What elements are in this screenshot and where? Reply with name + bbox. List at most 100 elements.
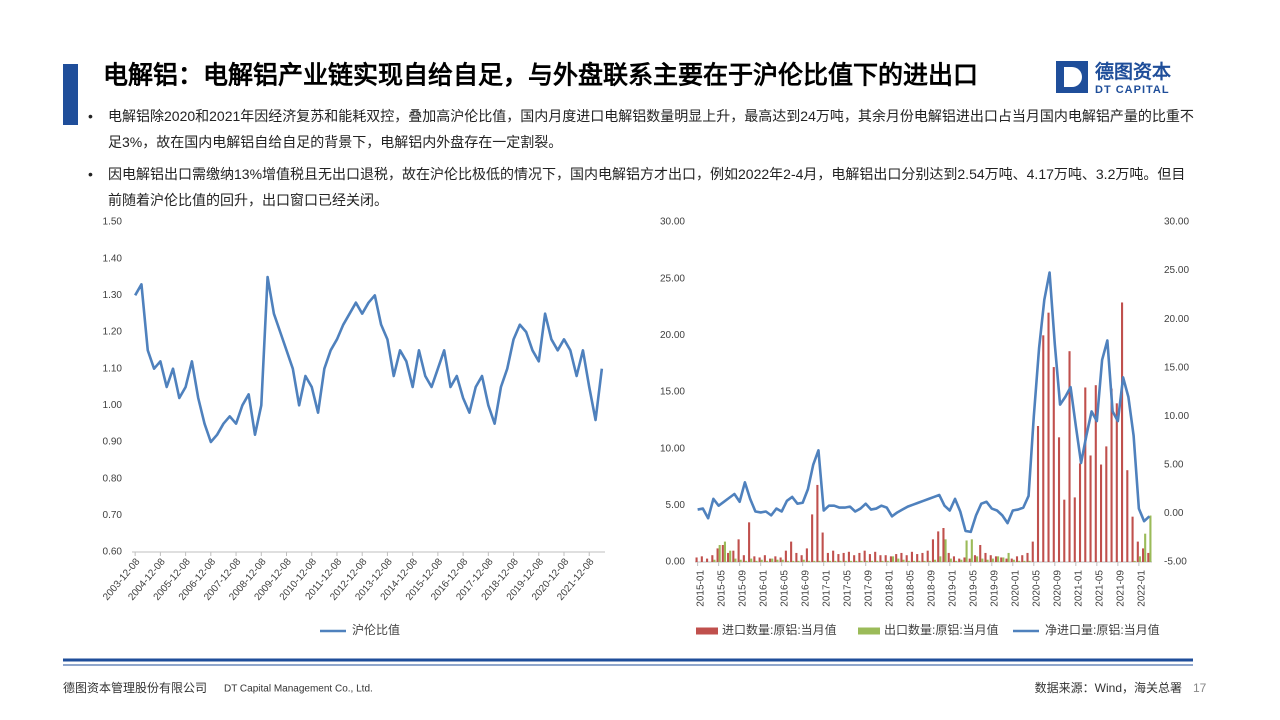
bar bbox=[963, 557, 966, 562]
bar bbox=[742, 555, 745, 562]
bar bbox=[923, 560, 926, 562]
x-tick-label: 2022-01 bbox=[1137, 570, 1148, 607]
bar bbox=[706, 558, 709, 562]
bar bbox=[960, 559, 963, 562]
bar bbox=[844, 560, 847, 562]
bar bbox=[855, 560, 858, 562]
bar bbox=[823, 560, 826, 562]
y2-tick-label: 5.00 bbox=[1164, 459, 1184, 470]
y-tick-label: 1.50 bbox=[103, 217, 123, 228]
bar bbox=[811, 514, 814, 562]
x-tick-label: 2017-01 bbox=[821, 570, 832, 607]
bar bbox=[744, 560, 748, 562]
bar bbox=[884, 555, 887, 562]
bar bbox=[737, 539, 740, 562]
y2-tick-label: 0.00 bbox=[1164, 508, 1184, 519]
bar bbox=[1094, 385, 1097, 562]
bar bbox=[1047, 312, 1050, 562]
y-tick-label: 1.00 bbox=[103, 400, 123, 411]
bar bbox=[786, 560, 790, 562]
bar bbox=[1007, 552, 1010, 562]
legend-swatch bbox=[696, 627, 718, 635]
bar bbox=[905, 555, 908, 562]
bar bbox=[837, 554, 840, 562]
y-tick-label: 0.90 bbox=[103, 437, 123, 448]
bar bbox=[886, 560, 889, 562]
x-tick-label: 2015-01 bbox=[695, 570, 706, 607]
bar bbox=[1084, 387, 1087, 562]
bar bbox=[1012, 559, 1015, 562]
bar bbox=[976, 556, 979, 562]
bar bbox=[879, 555, 882, 562]
bar bbox=[758, 557, 761, 562]
bar bbox=[849, 560, 853, 562]
bar bbox=[727, 552, 730, 562]
bar bbox=[816, 484, 819, 562]
bar bbox=[1057, 437, 1061, 562]
bar bbox=[813, 560, 816, 562]
bar bbox=[779, 557, 782, 562]
legend-label: 净进口量:原铝:当月值 bbox=[1045, 622, 1160, 637]
bar bbox=[994, 556, 998, 562]
bar bbox=[1028, 560, 1031, 562]
bar bbox=[931, 539, 935, 562]
bar bbox=[991, 558, 994, 562]
bar bbox=[1131, 516, 1134, 562]
bar bbox=[723, 541, 726, 562]
bar bbox=[1147, 552, 1150, 562]
y2-tick-label: 15.00 bbox=[1164, 362, 1189, 373]
bar bbox=[970, 539, 973, 562]
bar bbox=[807, 560, 811, 562]
x-tick-label: 2017-09 bbox=[863, 570, 874, 607]
bar bbox=[1021, 555, 1024, 562]
series-line bbox=[697, 271, 1151, 534]
bar bbox=[763, 555, 766, 562]
series-line bbox=[134, 275, 604, 444]
x-tick-label: 2017-05 bbox=[842, 570, 853, 607]
bar bbox=[865, 560, 868, 562]
bar bbox=[895, 554, 898, 562]
y2-tick-label: -5.00 bbox=[1164, 557, 1187, 568]
bar bbox=[881, 560, 884, 562]
bar bbox=[826, 552, 829, 562]
bar bbox=[734, 558, 737, 562]
bar bbox=[739, 559, 742, 562]
bar bbox=[973, 555, 977, 562]
bar bbox=[1136, 541, 1139, 562]
bar bbox=[910, 551, 913, 562]
bar bbox=[765, 560, 769, 562]
bar bbox=[695, 557, 698, 562]
x-tick-label: 2018-09 bbox=[926, 570, 937, 607]
bar bbox=[1052, 367, 1055, 562]
bar bbox=[802, 559, 805, 562]
y-tick-label: 0.00 bbox=[666, 557, 686, 568]
bar bbox=[1005, 558, 1008, 562]
bar bbox=[986, 559, 989, 562]
footer-source: 数据来源：Wind，海关总署 bbox=[1035, 680, 1182, 695]
bullet: 因电解铝出口需缴纳13%增值税且无出口退税，故在沪伦比极低的情况下，国内电解铝方… bbox=[88, 161, 1198, 213]
bar bbox=[928, 560, 931, 562]
x-tick-label: 2018-01 bbox=[884, 570, 895, 607]
bar bbox=[805, 548, 808, 562]
logo-name: 德图资本 bbox=[1095, 60, 1171, 83]
bar bbox=[942, 528, 945, 562]
y-tick-label: 1.30 bbox=[103, 290, 123, 301]
bar bbox=[1031, 541, 1034, 562]
bar bbox=[944, 539, 947, 562]
bar bbox=[870, 560, 874, 562]
logo-mark bbox=[1064, 67, 1082, 87]
x-tick-label: 2015-09 bbox=[737, 570, 748, 607]
bar bbox=[769, 558, 772, 562]
bar bbox=[984, 552, 987, 562]
x-tick-label: 2016-05 bbox=[779, 570, 790, 607]
x-tick-label: 2019-09 bbox=[989, 570, 1000, 607]
bar bbox=[939, 556, 942, 562]
bar bbox=[776, 559, 779, 562]
y-tick-label: 10.00 bbox=[660, 443, 685, 454]
bar bbox=[912, 560, 916, 562]
x-tick-label: 2019-05 bbox=[968, 570, 979, 607]
bar bbox=[718, 545, 721, 562]
bar bbox=[828, 560, 832, 562]
bar bbox=[1142, 548, 1145, 562]
